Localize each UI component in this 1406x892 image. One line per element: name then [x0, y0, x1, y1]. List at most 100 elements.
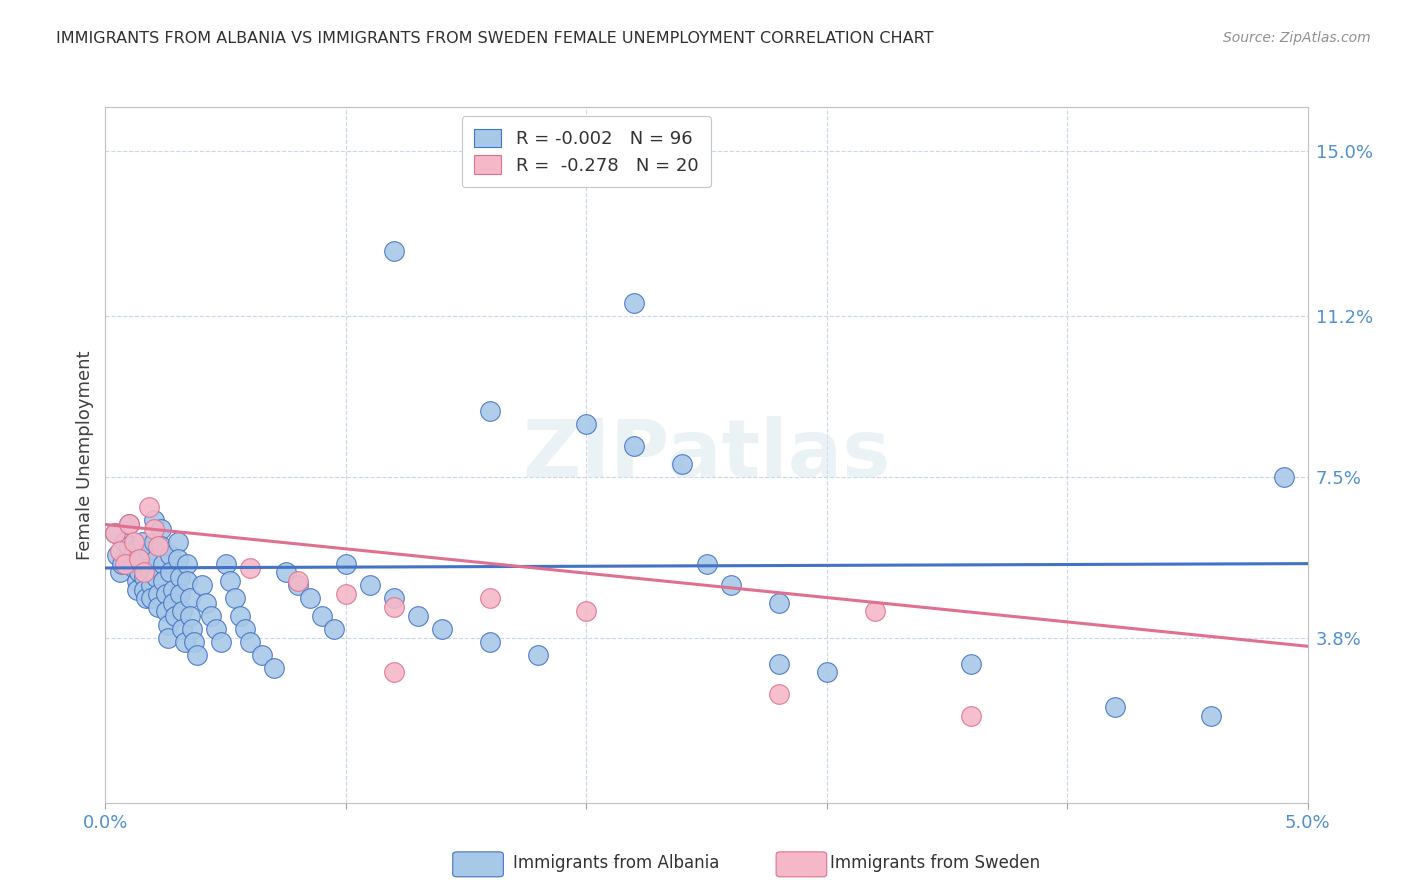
Point [145, 552, 167, 566]
Point [132, 566, 155, 580]
Point [124, 535, 146, 549]
Point [149, 539, 172, 553]
Point [152, 557, 174, 571]
Point [121, 557, 143, 571]
Point [200, 608, 222, 623]
Point [479, 404, 502, 418]
Point [479, 635, 502, 649]
Point [149, 522, 172, 536]
Point [124, 561, 146, 575]
Point [768, 687, 790, 701]
Point [768, 657, 790, 671]
Point [335, 587, 357, 601]
Point [382, 591, 405, 606]
Point [287, 574, 309, 588]
Point [960, 708, 983, 723]
Point [138, 561, 160, 575]
Point [479, 591, 502, 606]
Point [527, 648, 550, 662]
Point [156, 631, 179, 645]
Point [118, 539, 141, 553]
Point [169, 570, 191, 584]
Point [406, 608, 429, 623]
Point [172, 605, 194, 619]
Point [229, 608, 252, 623]
Point [219, 574, 242, 588]
Point [148, 587, 170, 601]
Point [430, 622, 453, 636]
Point [382, 665, 405, 680]
Point [205, 622, 228, 636]
Point [169, 587, 191, 601]
Point [179, 608, 201, 623]
Point [135, 591, 157, 606]
Point [768, 596, 790, 610]
Point [359, 578, 381, 592]
Point [155, 587, 177, 601]
Point [815, 665, 838, 680]
Point [142, 535, 165, 549]
Point [335, 557, 357, 571]
Point [322, 622, 344, 636]
Point [155, 605, 177, 619]
Text: IMMIGRANTS FROM ALBANIA VS IMMIGRANTS FROM SWEDEN FEMALE UNEMPLOYMENT CORRELATIO: IMMIGRANTS FROM ALBANIA VS IMMIGRANTS FR… [56, 31, 934, 46]
Point [142, 513, 165, 527]
Point [671, 457, 693, 471]
Point [224, 591, 246, 606]
Point [159, 548, 181, 562]
Point [183, 635, 205, 649]
Point [623, 439, 645, 453]
Point [214, 557, 236, 571]
Point [1104, 700, 1126, 714]
Point [382, 600, 405, 615]
Point [107, 548, 129, 562]
Point [863, 605, 886, 619]
Point [172, 622, 194, 636]
Point [142, 522, 165, 536]
Point [115, 552, 138, 566]
Point [239, 561, 262, 575]
Point [104, 526, 127, 541]
Point [139, 578, 162, 592]
Point [190, 578, 212, 592]
Point [575, 417, 598, 432]
Point [179, 591, 201, 606]
Point [132, 570, 155, 584]
Point [128, 552, 150, 566]
Point [166, 552, 188, 566]
Point [131, 535, 153, 549]
Point [176, 574, 198, 588]
Point [696, 557, 718, 571]
Point [1201, 708, 1223, 723]
Point [156, 617, 179, 632]
Point [125, 574, 148, 588]
Point [108, 566, 131, 580]
Point [159, 566, 181, 580]
Point [720, 578, 742, 592]
Point [239, 635, 262, 649]
Point [118, 517, 141, 532]
Point [186, 648, 208, 662]
Point [148, 600, 170, 615]
Point [162, 596, 184, 610]
Point [145, 570, 167, 584]
Point [195, 596, 218, 610]
Y-axis label: Female Unemployment: Female Unemployment [76, 351, 94, 559]
Legend: R = -0.002   N = 96, R =  -0.278   N = 20: R = -0.002 N = 96, R = -0.278 N = 20 [461, 116, 711, 187]
Point [114, 557, 136, 571]
Point [132, 582, 155, 597]
Point [173, 635, 195, 649]
Point [176, 557, 198, 571]
Point [125, 582, 148, 597]
Point [165, 608, 187, 623]
FancyBboxPatch shape [776, 852, 827, 877]
Text: Immigrants from Sweden: Immigrants from Sweden [830, 855, 1039, 872]
Point [575, 605, 598, 619]
Point [148, 539, 170, 553]
Point [114, 535, 136, 549]
Point [623, 295, 645, 310]
Point [108, 543, 131, 558]
Point [166, 535, 188, 549]
Point [181, 622, 204, 636]
Point [960, 657, 983, 671]
